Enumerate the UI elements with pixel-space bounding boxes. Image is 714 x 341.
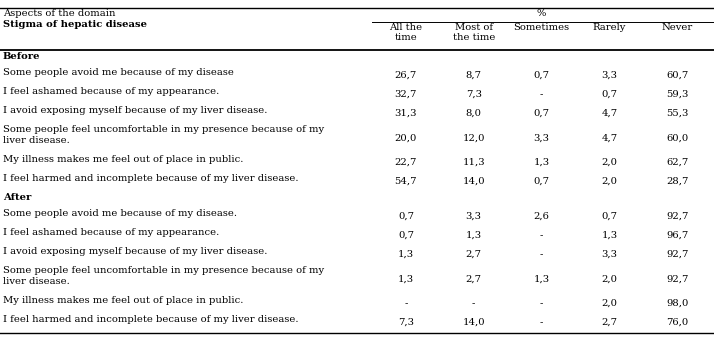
Text: 7,3: 7,3 [466, 90, 482, 99]
Text: 0,7: 0,7 [533, 109, 550, 118]
Text: All the
time: All the time [389, 23, 423, 42]
Text: 2,7: 2,7 [466, 250, 482, 259]
Text: -: - [540, 299, 543, 308]
Text: 0,7: 0,7 [601, 212, 618, 221]
Text: 92,7: 92,7 [666, 250, 688, 259]
Text: Aspects of the domain: Aspects of the domain [3, 9, 116, 18]
Text: 1,3: 1,3 [466, 231, 482, 240]
Text: -: - [540, 318, 543, 327]
Text: 8,7: 8,7 [466, 71, 482, 80]
Text: 0,7: 0,7 [601, 90, 618, 99]
Text: 98,0: 98,0 [666, 299, 688, 308]
Text: Some people feel uncomfortable in my presence because of my: Some people feel uncomfortable in my pre… [3, 125, 324, 134]
Text: 1,3: 1,3 [533, 158, 550, 167]
Text: Before: Before [3, 52, 41, 61]
Text: 4,7: 4,7 [601, 109, 618, 118]
Text: 11,3: 11,3 [463, 158, 485, 167]
Text: 96,7: 96,7 [666, 231, 688, 240]
Text: My illness makes me feel out of place in public.: My illness makes me feel out of place in… [3, 296, 243, 305]
Text: 2,7: 2,7 [466, 275, 482, 283]
Text: Some people feel uncomfortable in my presence because of my: Some people feel uncomfortable in my pre… [3, 266, 324, 275]
Text: 1,3: 1,3 [533, 275, 550, 283]
Text: 0,7: 0,7 [533, 71, 550, 80]
Text: After: After [3, 193, 31, 202]
Text: 3,3: 3,3 [601, 71, 618, 80]
Text: Most of
the time: Most of the time [453, 23, 495, 42]
Text: liver disease.: liver disease. [3, 136, 70, 145]
Text: 2,6: 2,6 [533, 212, 550, 221]
Text: 62,7: 62,7 [666, 158, 688, 167]
Text: %: % [537, 9, 546, 18]
Text: 3,3: 3,3 [601, 250, 618, 259]
Text: -: - [540, 250, 543, 259]
Text: 54,7: 54,7 [395, 177, 417, 186]
Text: 3,3: 3,3 [533, 133, 550, 143]
Text: I feel ashamed because of my appearance.: I feel ashamed because of my appearance. [3, 228, 219, 237]
Text: 1,3: 1,3 [601, 231, 618, 240]
Text: liver disease.: liver disease. [3, 277, 70, 286]
Text: -: - [540, 90, 543, 99]
Text: 8,0: 8,0 [466, 109, 482, 118]
Text: 76,0: 76,0 [666, 318, 688, 327]
Text: 2,0: 2,0 [601, 177, 618, 186]
Text: 14,0: 14,0 [463, 177, 485, 186]
Text: 31,3: 31,3 [395, 109, 417, 118]
Text: Some people avoid me because of my disease: Some people avoid me because of my disea… [3, 68, 234, 77]
Text: I feel ashamed because of my appearance.: I feel ashamed because of my appearance. [3, 87, 219, 96]
Text: 2,0: 2,0 [601, 275, 618, 283]
Text: I avoid exposing myself because of my liver disease.: I avoid exposing myself because of my li… [3, 106, 267, 115]
Text: 26,7: 26,7 [395, 71, 417, 80]
Text: 92,7: 92,7 [666, 275, 688, 283]
Text: 32,7: 32,7 [395, 90, 417, 99]
Text: 12,0: 12,0 [463, 133, 485, 143]
Text: Sometimes: Sometimes [513, 23, 570, 32]
Text: 55,3: 55,3 [666, 109, 688, 118]
Text: 3,3: 3,3 [466, 212, 482, 221]
Text: 4,7: 4,7 [601, 133, 618, 143]
Text: 7,3: 7,3 [398, 318, 414, 327]
Text: I feel harmed and incomplete because of my liver disease.: I feel harmed and incomplete because of … [3, 174, 298, 183]
Text: My illness makes me feel out of place in public.: My illness makes me feel out of place in… [3, 155, 243, 164]
Text: 0,7: 0,7 [398, 212, 414, 221]
Text: 1,3: 1,3 [398, 250, 414, 259]
Text: 1,3: 1,3 [398, 275, 414, 283]
Text: Never: Never [661, 23, 693, 32]
Text: -: - [404, 299, 408, 308]
Text: I feel harmed and incomplete because of my liver disease.: I feel harmed and incomplete because of … [3, 315, 298, 324]
Text: 59,3: 59,3 [666, 90, 688, 99]
Text: 2,0: 2,0 [601, 158, 618, 167]
Text: 22,7: 22,7 [395, 158, 417, 167]
Text: -: - [540, 231, 543, 240]
Text: -: - [472, 299, 476, 308]
Text: 60,7: 60,7 [666, 71, 688, 80]
Text: 28,7: 28,7 [666, 177, 688, 186]
Text: 60,0: 60,0 [666, 133, 688, 143]
Text: 92,7: 92,7 [666, 212, 688, 221]
Text: 2,7: 2,7 [601, 318, 618, 327]
Text: 14,0: 14,0 [463, 318, 485, 327]
Text: 0,7: 0,7 [533, 177, 550, 186]
Text: Stigma of hepatic disease: Stigma of hepatic disease [3, 20, 147, 29]
Text: 20,0: 20,0 [395, 133, 417, 143]
Text: 0,7: 0,7 [398, 231, 414, 240]
Text: Rarely: Rarely [593, 23, 626, 32]
Text: Some people avoid me because of my disease.: Some people avoid me because of my disea… [3, 209, 237, 218]
Text: I avoid exposing myself because of my liver disease.: I avoid exposing myself because of my li… [3, 247, 267, 256]
Text: 2,0: 2,0 [601, 299, 618, 308]
